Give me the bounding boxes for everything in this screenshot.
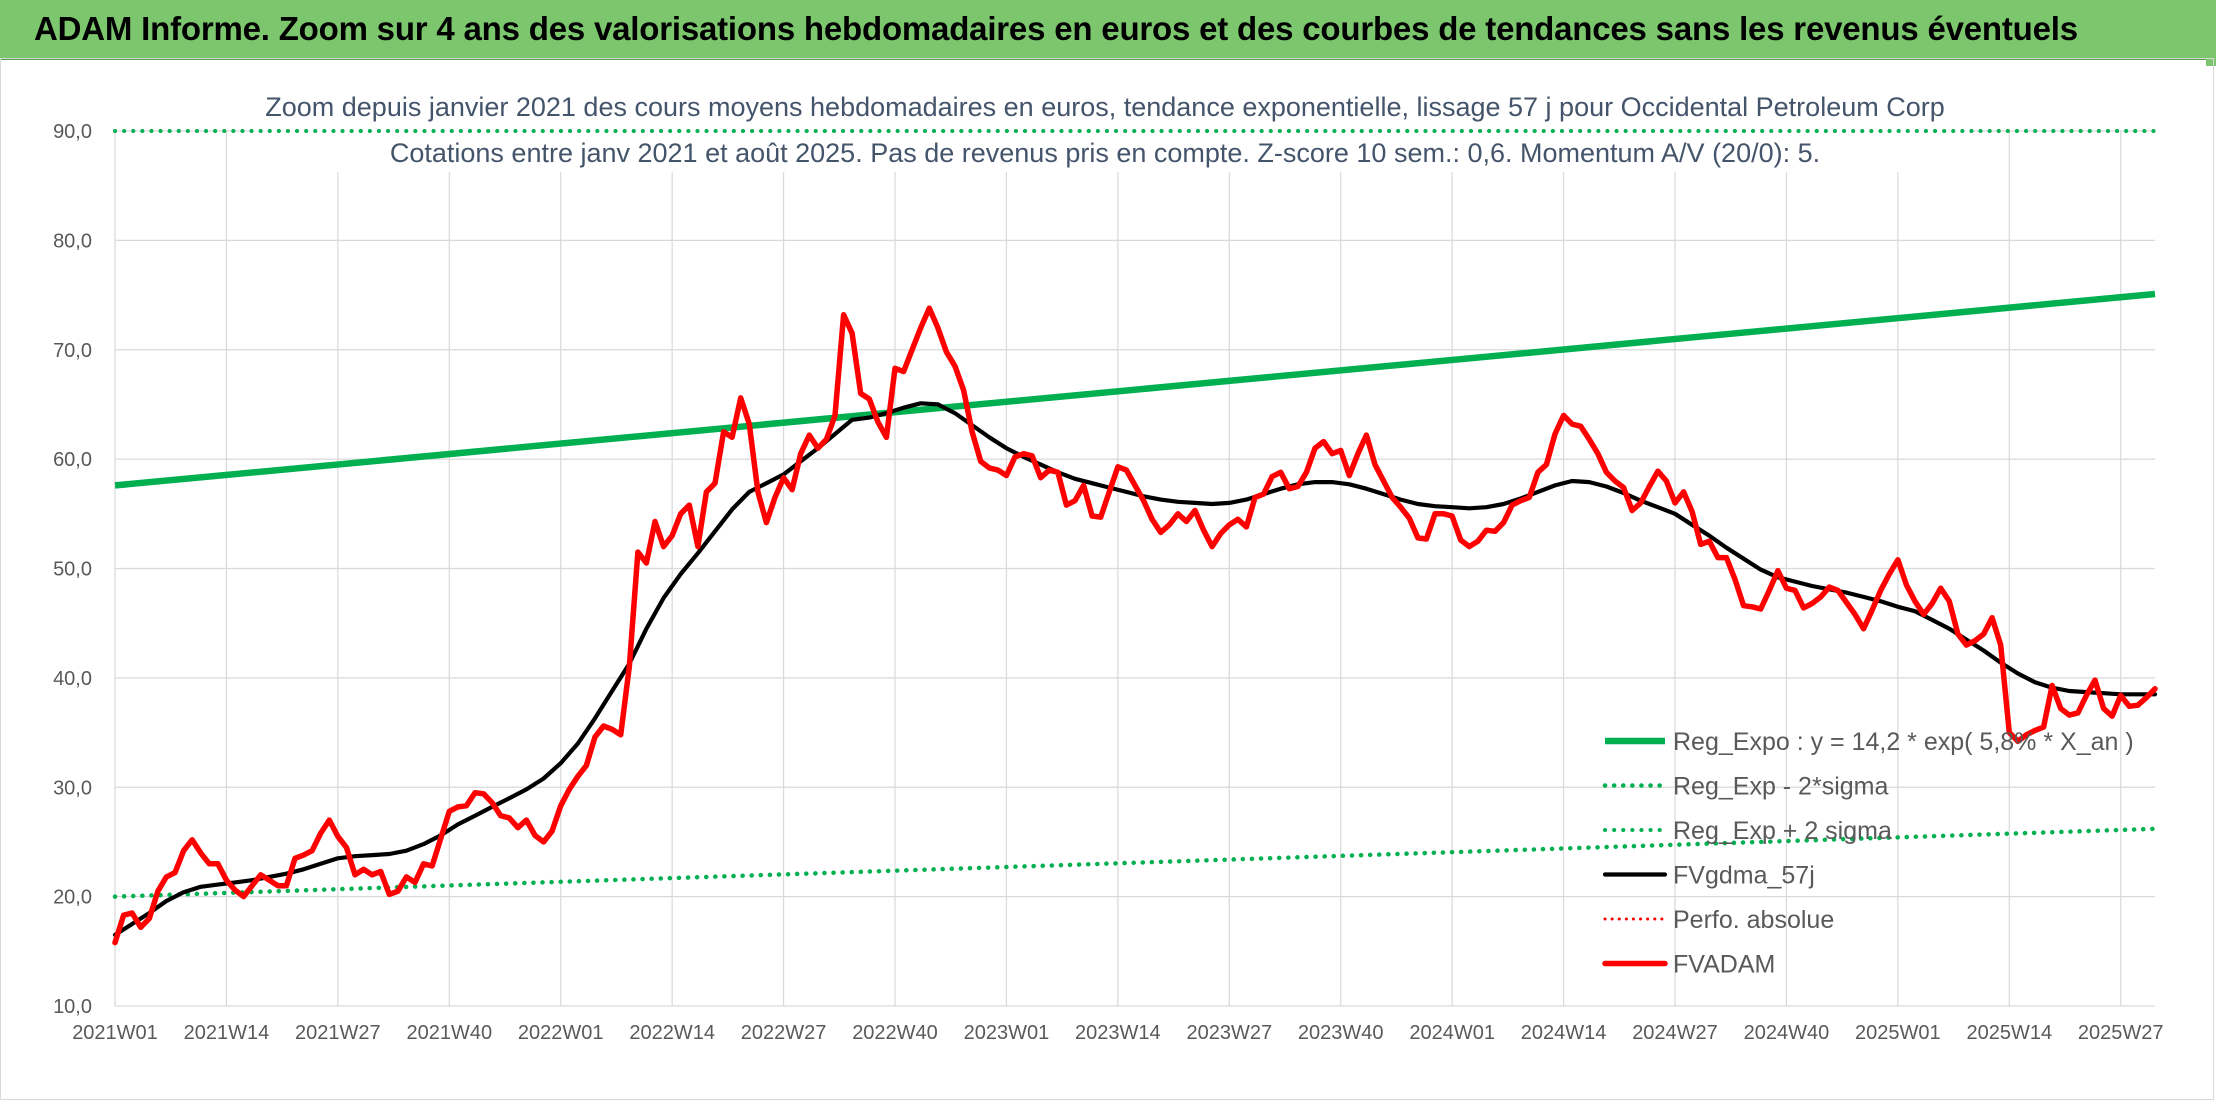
x-tick-label: 2021W27 bbox=[295, 1022, 381, 1044]
x-tick-label: 2023W27 bbox=[1186, 1022, 1272, 1044]
x-tick-label: 2025W01 bbox=[1855, 1022, 1941, 1044]
y-tick-label: 50,0 bbox=[53, 559, 92, 581]
x-tick-label: 2025W27 bbox=[2078, 1022, 2164, 1044]
y-tick-label: 10,0 bbox=[53, 996, 92, 1018]
y-tick-label: 90,0 bbox=[53, 121, 92, 143]
chart-title-line2: Cotations entre janv 2021 et août 2025. … bbox=[390, 138, 1820, 168]
x-tick-label: 2023W01 bbox=[964, 1022, 1050, 1044]
x-tick-label: 2021W40 bbox=[406, 1022, 492, 1044]
chart-series bbox=[112, 129, 2158, 946]
x-tick-label: 2024W01 bbox=[1409, 1022, 1495, 1044]
x-tick-label: 2024W14 bbox=[1521, 1022, 1607, 1044]
x-tick-label: 2021W14 bbox=[184, 1022, 270, 1044]
x-tick-label: 2024W27 bbox=[1632, 1022, 1718, 1044]
legend-label-fvadam: FVADAM bbox=[1673, 951, 1775, 979]
x-tick-label: 2023W40 bbox=[1298, 1022, 1384, 1044]
x-tick-label: 2024W40 bbox=[1744, 1022, 1830, 1044]
series-line-reg-minus bbox=[112, 826, 2158, 899]
report-banner: ADAM Informe. Zoom sur 4 ans des valoris… bbox=[0, 0, 2216, 60]
x-tick-label: 2025W14 bbox=[1966, 1022, 2052, 1044]
chart-title-line1: Zoom depuis janvier 2021 des cours moyen… bbox=[265, 92, 1944, 122]
x-tick-label: 2022W27 bbox=[741, 1022, 827, 1044]
chart-frame bbox=[0, 58, 2214, 1100]
y-tick-label: 30,0 bbox=[53, 777, 92, 799]
y-tick-label: 40,0 bbox=[53, 668, 92, 690]
series-line-fvgdma bbox=[112, 401, 2158, 937]
series-line-fvadam bbox=[112, 305, 2158, 946]
chart-legend: Reg_Expo : y = 14,2 * exp( 5,8% * X_an )… bbox=[1602, 728, 2134, 979]
x-tick-label: 2022W14 bbox=[629, 1022, 715, 1044]
report-title: ADAM Informe. Zoom sur 4 ans des valoris… bbox=[34, 10, 2078, 47]
legend-label-reg-minus: Reg_Exp - 2*sigma bbox=[1673, 773, 1888, 801]
legend-label-fvgdma: FVgdma_57j bbox=[1673, 862, 1815, 890]
y-tick-label: 20,0 bbox=[53, 887, 92, 909]
x-tick-label: 2023W14 bbox=[1075, 1022, 1161, 1044]
x-axis-ticks: 2021W01 2021W14 2021W27 2021W40 2022W01 2022W… bbox=[72, 1022, 2163, 1044]
x-tick-label: 2021W01 bbox=[72, 1022, 158, 1044]
y-axis-ticks: 10,0 20,0 30,0 40,0 50,0 60,0 70,0 80,0 90,0 bbox=[53, 121, 92, 1018]
legend-label-reg-plus: Reg_Exp + 2 sigma bbox=[1673, 817, 1892, 845]
subtitle-background bbox=[250, 84, 1970, 172]
corner-accent bbox=[2206, 56, 2216, 66]
legend-label-reg-expo: Reg_Expo : y = 14,2 * exp( 5,8% * X_an ) bbox=[1673, 728, 2134, 756]
chart-grid bbox=[114, 130, 2155, 1007]
x-tick-label: 2022W01 bbox=[518, 1022, 604, 1044]
y-tick-label: 60,0 bbox=[53, 449, 92, 471]
y-tick-label: 70,0 bbox=[53, 340, 92, 362]
series-line-reg-expo bbox=[114, 290, 2156, 489]
x-tick-label: 2022W40 bbox=[852, 1022, 938, 1044]
legend-label-perfo: Perfo. absolue bbox=[1673, 906, 1834, 934]
y-tick-label: 80,0 bbox=[53, 230, 92, 252]
